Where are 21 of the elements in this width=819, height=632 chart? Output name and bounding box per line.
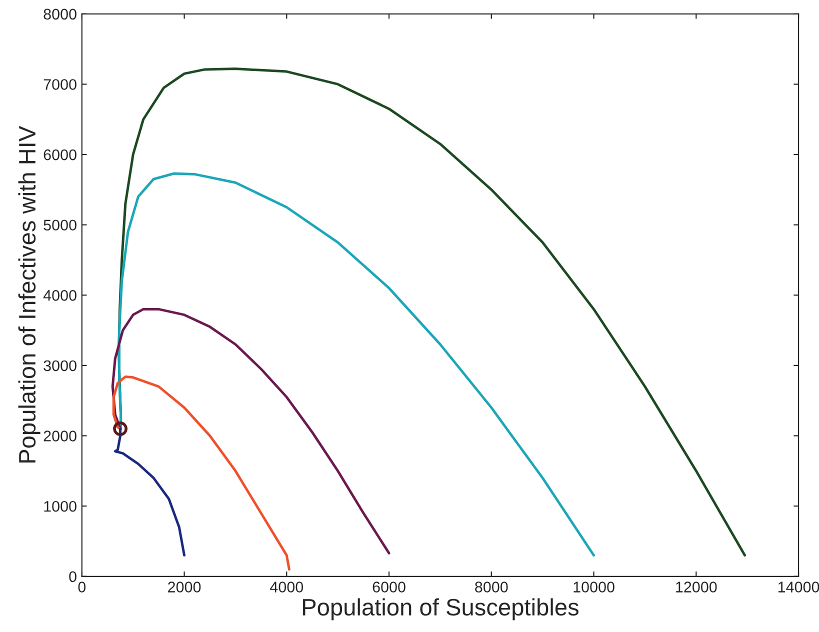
y-tick-label: 2000 [44,430,76,442]
x-tick-label: 2000 [168,582,201,592]
x-tick-label: 12000 [676,582,717,592]
y-tick-label: 8000 [44,8,76,20]
y-tick-label: 0 [69,571,76,582]
x-tick-label: 14000 [778,582,819,592]
x-tick-label: 4000 [270,582,304,592]
x-tick-label: 10000 [574,582,614,592]
x-tick-label: 0 [78,582,86,592]
line-series [111,308,390,554]
y-tick-label: 4000 [43,290,76,301]
x-tick-label: 8000 [475,582,508,592]
y-tick-label: 5000 [44,220,76,231]
line-series [112,375,290,571]
y-tick-label: 6000 [44,149,76,160]
y-tick-label: 3000 [44,360,76,372]
y-tick-label: 1000 [44,500,76,512]
y-axis-title: Population of Infectives with HIV [18,126,40,462]
x-axis-title: Population of Susceptibles [303,598,579,620]
x-tick-label: 6000 [372,582,406,592]
y-tick-label: 7000 [44,79,76,90]
